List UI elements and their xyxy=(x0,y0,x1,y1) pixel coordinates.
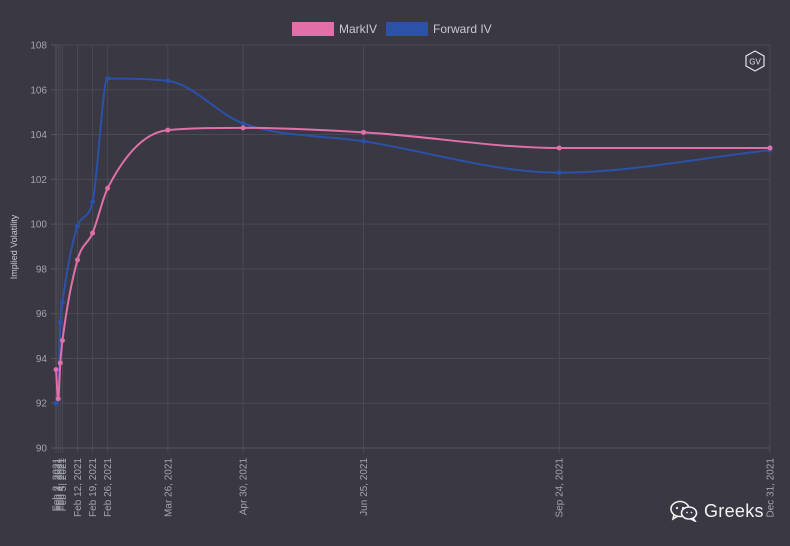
y-tick-label: 102 xyxy=(30,175,47,186)
y-tick-label: 106 xyxy=(30,85,47,96)
grid xyxy=(55,44,771,453)
y-tick-label: 96 xyxy=(36,309,48,320)
data-point-markiv[interactable] xyxy=(556,145,562,151)
legend-swatch-forward-iv[interactable] xyxy=(386,22,428,36)
series-line-markiv xyxy=(55,126,770,400)
data-point-markiv[interactable] xyxy=(90,230,96,236)
gv-badge-text: GV xyxy=(749,58,761,67)
gv-badge-icon: GV xyxy=(745,50,765,72)
x-tick-label: Feb 4, 2021 xyxy=(56,458,67,512)
y-tick-label: 104 xyxy=(30,130,47,141)
data-point-forward-iv[interactable] xyxy=(361,138,367,144)
data-point-markiv[interactable] xyxy=(59,338,65,344)
data-point-forward-iv[interactable] xyxy=(556,170,562,176)
legend-label-markiv[interactable]: MarkIV xyxy=(339,22,377,36)
data-point-markiv[interactable] xyxy=(361,129,367,135)
x-tick-label: Feb 19, 2021 xyxy=(88,458,99,517)
data-point-markiv[interactable] xyxy=(767,145,773,151)
x-tick-label: Feb 26, 2021 xyxy=(103,458,114,517)
data-point-forward-iv[interactable] xyxy=(57,320,63,326)
data-point-forward-iv[interactable] xyxy=(59,299,65,305)
data-point-forward-iv[interactable] xyxy=(240,120,246,126)
x-tick-label: Jun 25, 2021 xyxy=(359,458,370,516)
data-point-markiv[interactable] xyxy=(165,127,171,133)
data-point-markiv[interactable] xyxy=(75,257,81,263)
legend: MarkIV Forward IV xyxy=(292,22,492,36)
y-axis-title: Implied Volatility xyxy=(9,214,19,279)
x-tick-label: Feb 2, 2021 xyxy=(52,458,63,512)
legend-label-forward-iv[interactable]: Forward IV xyxy=(433,22,492,36)
series-line-forward-iv xyxy=(55,77,771,405)
data-point-markiv[interactable] xyxy=(53,367,59,373)
x-tick-label: Apr 30, 2021 xyxy=(239,458,250,516)
y-tick-label: 90 xyxy=(36,444,48,455)
wechat-icon xyxy=(670,500,698,522)
series-layer xyxy=(53,76,773,406)
x-tick-label: Feb 3, 2021 xyxy=(54,458,65,512)
watermark: Greeks xyxy=(670,500,764,522)
data-point-forward-iv[interactable] xyxy=(90,199,96,205)
watermark-text: Greeks xyxy=(704,500,764,521)
y-axis: 90 92 94 96 98 100 102 104 106 108 xyxy=(30,41,56,455)
x-tick-label: Feb 12, 2021 xyxy=(73,458,84,517)
x-tick-label: Mar 26, 2021 xyxy=(163,458,174,517)
legend-swatch-markiv[interactable] xyxy=(292,22,334,36)
x-tick-label: Sep 24, 2021 xyxy=(555,458,566,518)
x-tick-label: Dec 31, 2021 xyxy=(766,458,777,518)
y-tick-label: 108 xyxy=(30,41,47,52)
y-tick-label: 100 xyxy=(30,220,47,231)
data-point-forward-iv[interactable] xyxy=(53,400,59,406)
x-tick-label: Feb 5, 2021 xyxy=(58,458,69,512)
data-point-markiv[interactable] xyxy=(57,360,63,366)
y-tick-label: 92 xyxy=(36,399,48,410)
data-point-forward-iv[interactable] xyxy=(105,76,111,82)
data-point-markiv[interactable] xyxy=(240,125,246,131)
data-point-forward-iv[interactable] xyxy=(165,78,171,84)
data-point-markiv[interactable] xyxy=(55,396,61,402)
y-tick-label: 98 xyxy=(36,264,48,275)
data-point-forward-iv[interactable] xyxy=(75,223,81,229)
y-tick-label: 94 xyxy=(36,354,48,365)
data-point-markiv[interactable] xyxy=(105,185,111,191)
